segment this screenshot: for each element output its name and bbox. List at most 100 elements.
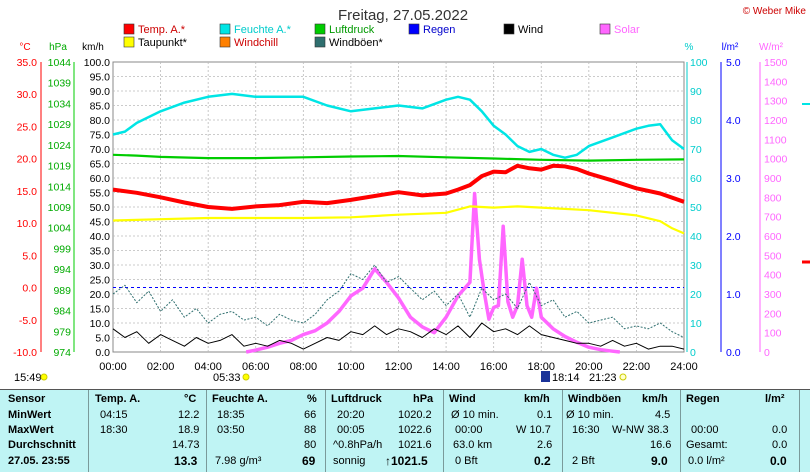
- header-temp-unit: °C: [184, 393, 197, 405]
- kmh-tick: 30.0: [90, 260, 111, 272]
- x-tick-label: 18:00: [527, 361, 555, 373]
- wm2-tick: 400: [764, 270, 782, 282]
- max-press-value: 1022.6: [398, 424, 432, 436]
- wm2-tick: 0: [764, 347, 770, 359]
- current-press-value: ↑1021.5: [385, 454, 428, 468]
- dusk-icon: [619, 373, 627, 381]
- kmh-tick: 85.0: [90, 101, 111, 113]
- hpa-tick: 1004: [48, 223, 72, 235]
- series-line-temp-a: [112, 163, 685, 211]
- axis-header-wm2: W/m²: [759, 42, 784, 53]
- celsius-tick: 30.0: [17, 89, 38, 101]
- hpa-tick: 974: [53, 347, 71, 359]
- col-divider: [562, 390, 563, 472]
- kmh-tick: 50.0: [90, 202, 111, 214]
- current-wind-value: 0.2: [534, 454, 551, 468]
- max-hum-time: 03:50: [217, 424, 245, 436]
- rain-total-value: 0.0: [772, 439, 788, 451]
- lm2-tick: 5.0: [726, 57, 741, 69]
- percent-tick: 40: [690, 231, 702, 243]
- hpa-tick: 1029: [48, 119, 72, 131]
- axis-header-lm2: l/m²: [722, 42, 739, 53]
- kmh-tick: 95.0: [90, 72, 111, 84]
- avg-temp-value: 14.73: [172, 439, 200, 451]
- max-rain-value: 0.0: [772, 424, 788, 436]
- current-abs-humidity: 7.98 g/m³: [215, 455, 262, 467]
- hpa-tick: 989: [53, 285, 71, 297]
- header-pressure-unit: hPa: [413, 393, 434, 405]
- header-gust: Windböen: [568, 393, 622, 405]
- kmh-tick: 0.0: [95, 347, 110, 359]
- axis-header-hpa: hPa: [49, 42, 67, 53]
- header-humidity: Feuchte A.: [212, 393, 268, 405]
- hpa-tick: 1044: [48, 57, 72, 69]
- header-temp: Temp. A.: [95, 393, 141, 405]
- legend-label: Luftdruck: [329, 24, 375, 36]
- series-line-taupunkt: [112, 205, 685, 235]
- percent-tick: 80: [690, 115, 702, 127]
- header-pressure: Luftdruck: [331, 393, 382, 405]
- legend-label: Temp. A.*: [138, 24, 186, 36]
- percent-tick: 90: [690, 86, 702, 98]
- wm2-tick: 1300: [764, 96, 788, 108]
- max-wind-value: W 10.7: [516, 424, 551, 436]
- wm2-tick: 1400: [764, 76, 788, 88]
- max-hum-value: 88: [304, 424, 317, 436]
- hpa-tick: 1009: [48, 202, 72, 214]
- percent-tick: 50: [690, 202, 702, 214]
- axis-header-percent: %: [685, 42, 694, 53]
- legend-label: Wind: [518, 24, 543, 36]
- max-wind-time: 00:00: [455, 424, 483, 436]
- hpa-tick: 1014: [48, 181, 72, 193]
- sunrise-label: 05:33: [213, 372, 241, 384]
- wm2-tick: 500: [764, 250, 782, 262]
- hpa-tick: 1019: [48, 161, 72, 173]
- legend-swatch: [219, 23, 231, 35]
- series-line-wind: [112, 322, 685, 350]
- hpa-tick: 1034: [48, 98, 72, 110]
- sunrise-icon: [242, 373, 250, 381]
- header-gust-unit: km/h: [642, 393, 668, 405]
- kmh-tick: 70.0: [90, 144, 111, 156]
- hpa-tick: 984: [53, 306, 71, 318]
- lm2-tick: 3.0: [726, 173, 741, 185]
- kmh-tick: 15.0: [90, 304, 111, 316]
- celsius-tick: 0.0: [22, 283, 37, 295]
- sun-dawn-icon: [40, 373, 48, 381]
- kmh-tick: 100.0: [84, 57, 110, 69]
- wm2-tick: 1100: [764, 134, 787, 146]
- x-tick-label: 12:00: [385, 361, 413, 373]
- kmh-tick: 35.0: [90, 246, 111, 258]
- kmh-tick: 75.0: [90, 130, 111, 142]
- legend-swatch: [123, 36, 135, 48]
- celsius-tick: 10.0: [17, 218, 38, 230]
- max-gust-value: W-NW 38.3: [612, 424, 669, 436]
- min-wind-value: 0.1: [537, 409, 553, 421]
- percent-tick: 70: [690, 144, 702, 156]
- wind-run: 63.0 km: [453, 439, 493, 451]
- header-wind: Wind: [449, 393, 476, 405]
- col-divider: [88, 390, 89, 472]
- hpa-tick: 1024: [48, 140, 72, 152]
- header-rain-unit: l/m²: [765, 393, 785, 405]
- lm2-tick: 4.0: [726, 115, 741, 127]
- kmh-tick: 25.0: [90, 275, 111, 287]
- col-divider: [443, 390, 444, 472]
- celsius-tick: 5.0: [22, 250, 37, 262]
- chart-legend: Temp. A.* Feuchte A.* Luftdruck Regen Wind So…: [123, 23, 640, 49]
- legend-swatch: [408, 23, 420, 35]
- wm2-tick: 200: [764, 308, 782, 320]
- legend-label: Solar: [614, 24, 640, 36]
- x-tick-label: 10:00: [337, 361, 365, 373]
- min-gust-value: 4.5: [655, 409, 671, 421]
- current-temp-value: 13.3: [174, 454, 198, 468]
- min-temp-time: 04:15: [100, 409, 128, 421]
- max-gust-time: 16:30: [572, 424, 600, 436]
- dusk-label: 21:23: [589, 372, 617, 384]
- current-rain-label: 0.0 l/m²: [688, 455, 725, 467]
- avg-wind-value: 2.6: [537, 439, 553, 451]
- hpa-tick: 994: [53, 264, 71, 276]
- col-divider: [799, 390, 800, 472]
- min-gust-time: Ø 10 min.: [566, 409, 614, 421]
